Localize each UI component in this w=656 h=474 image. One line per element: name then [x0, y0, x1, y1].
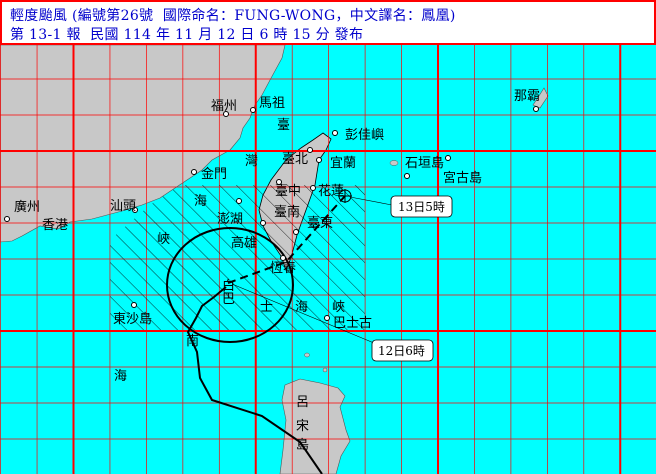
warning-area-hatch [110, 185, 365, 330]
label-miyako: 宮古島 [443, 170, 482, 186]
label-bashi-2: 士 [260, 300, 273, 315]
label-naha: 那霸 [514, 89, 540, 104]
label-guangzhou: 廣州 [14, 200, 40, 215]
label-luzon-1: 呂 [296, 395, 309, 410]
label-pengjia: 彭佳嶼 [345, 128, 384, 143]
bulletin-issue-time: 第 13-1 報 民國 114 年 11 月 12 日 6 時 15 分 發布 [10, 27, 364, 43]
label-yilan: 宜蘭 [330, 155, 356, 171]
luzon-island [279, 378, 351, 474]
label-taichung: 臺中 [275, 184, 301, 199]
label-hengchun: 恆春 [270, 261, 296, 276]
city-markers [4, 106, 539, 321]
label-bashi-3: 海 [295, 300, 308, 315]
label-fuzhou: 福州 [211, 99, 237, 114]
typhoon-title: 輕度颱風 (編號第26號 國際命名：FUNG-WONG，中文譯名：鳳凰) [10, 8, 456, 24]
forecast-time-callout: 13日5時 [398, 200, 445, 214]
typhoon-center-icon: 白 [222, 278, 235, 294]
label-hualien: 花蓮 [318, 183, 344, 199]
label-bashi-4: 峽 [332, 300, 345, 315]
label-ishigaki: 石垣島 [405, 156, 444, 171]
label-taipei: 臺北 [282, 152, 308, 167]
label-shantou: 汕頭 [110, 199, 136, 214]
typhoon-map: 白 13日5時 12日6時 福州 馬祖 彭佳嶼 臺北 宜蘭 金門 石垣島 宮古島… [0, 45, 656, 474]
label-penghu: 澎湖 [217, 212, 243, 227]
label-southsea-1: 南 [186, 333, 199, 349]
label-basco: 巴士古 [333, 316, 372, 331]
china-coast [0, 45, 286, 243]
label-hongkong: 香港 [42, 218, 68, 233]
label-matsu: 馬祖 [259, 96, 285, 111]
label-kaohsiung: 高雄 [231, 235, 257, 251]
label-kinmen: 金門 [201, 166, 227, 182]
label-strait-3: 海 [194, 194, 207, 209]
forecast-point-icon [338, 189, 352, 203]
storm-radius-circle [166, 227, 294, 343]
label-dongsha: 東沙島 [113, 311, 152, 327]
label-strait-2: 灣 [245, 154, 258, 169]
label-taitung: 臺東 [307, 215, 333, 231]
label-luzon-2: 宋 [296, 419, 309, 434]
forecast-track [227, 195, 346, 284]
bulletin-header: 輕度颱風 (編號第26號 國際命名：FUNG-WONG，中文譯名：鳳凰) 第 1… [0, 0, 656, 45]
label-bashi-1: 巴 [222, 292, 235, 307]
current-time-callout: 12日6時 [378, 344, 425, 358]
label-luzon-3: 島 [296, 438, 309, 453]
label-tainan: 臺南 [274, 204, 300, 220]
label-strait-1: 臺 [277, 118, 290, 133]
label-strait-4: 峽 [157, 232, 170, 247]
label-southsea-2: 海 [114, 369, 127, 384]
past-track [186, 286, 323, 474]
